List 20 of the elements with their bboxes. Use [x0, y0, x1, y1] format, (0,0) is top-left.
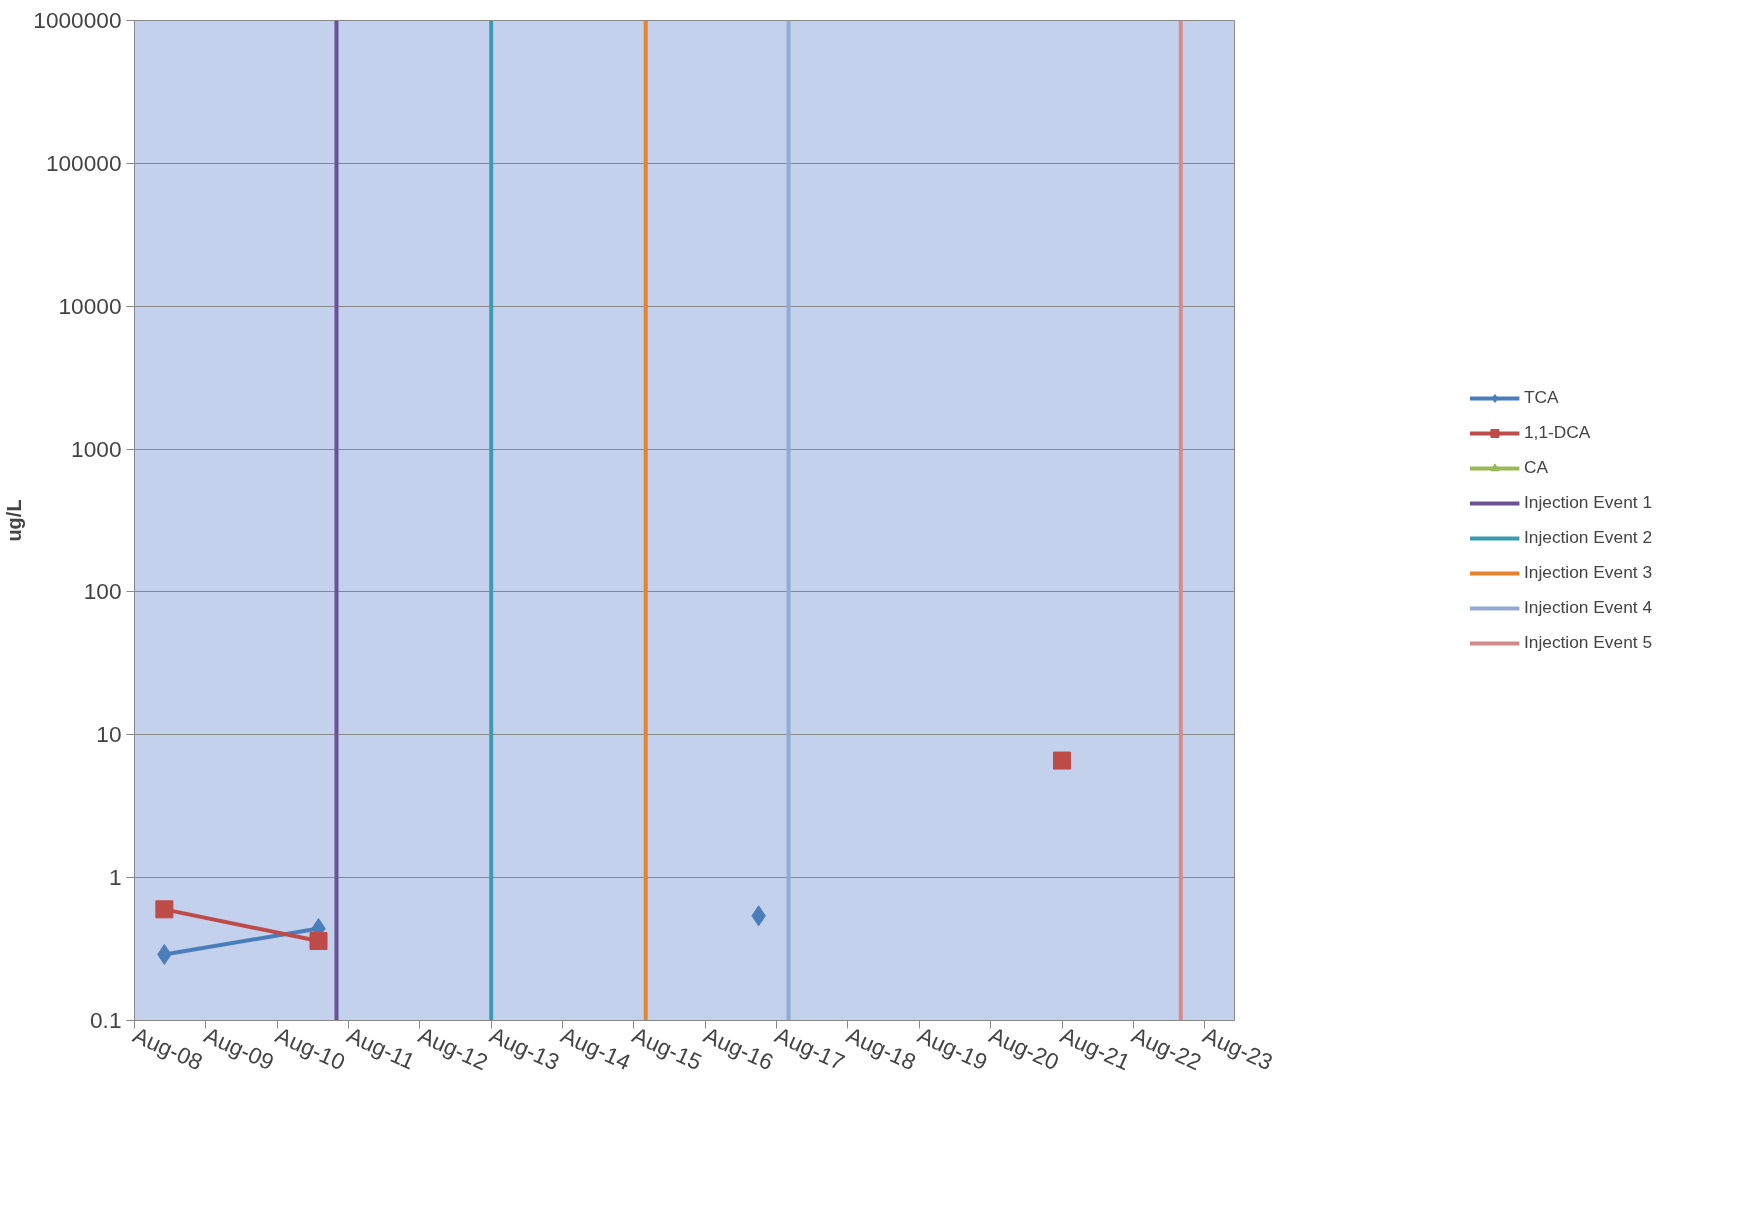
legend-label: Injection Event 3	[1523, 562, 1653, 583]
y-tick-label: 10	[96, 721, 122, 748]
legend-label: CA	[1523, 457, 1549, 478]
y-tick-label: 1	[108, 864, 122, 891]
y-tick-label: 100	[83, 578, 122, 605]
y-tick-label: 100000	[45, 149, 122, 176]
point	[1053, 751, 1072, 770]
y-tick-label: 1000000	[33, 7, 122, 33]
legend-label: Injection Event 1	[1523, 492, 1653, 513]
y-tick-label: 0.1	[90, 1007, 122, 1033]
legend-label: TCA	[1523, 387, 1559, 408]
point	[155, 900, 174, 919]
y-axis-title: ug/L	[3, 499, 26, 542]
legend-label: Injection Event 4	[1523, 597, 1653, 618]
legend-label: 1,1-DCA	[1523, 422, 1591, 443]
legend-label: Injection Event 5	[1523, 632, 1653, 653]
y-tick-label: 1000	[71, 435, 122, 462]
y-tick-label: 10000	[58, 292, 122, 319]
point	[309, 932, 328, 951]
legend-label: Injection Event 2	[1523, 527, 1653, 548]
